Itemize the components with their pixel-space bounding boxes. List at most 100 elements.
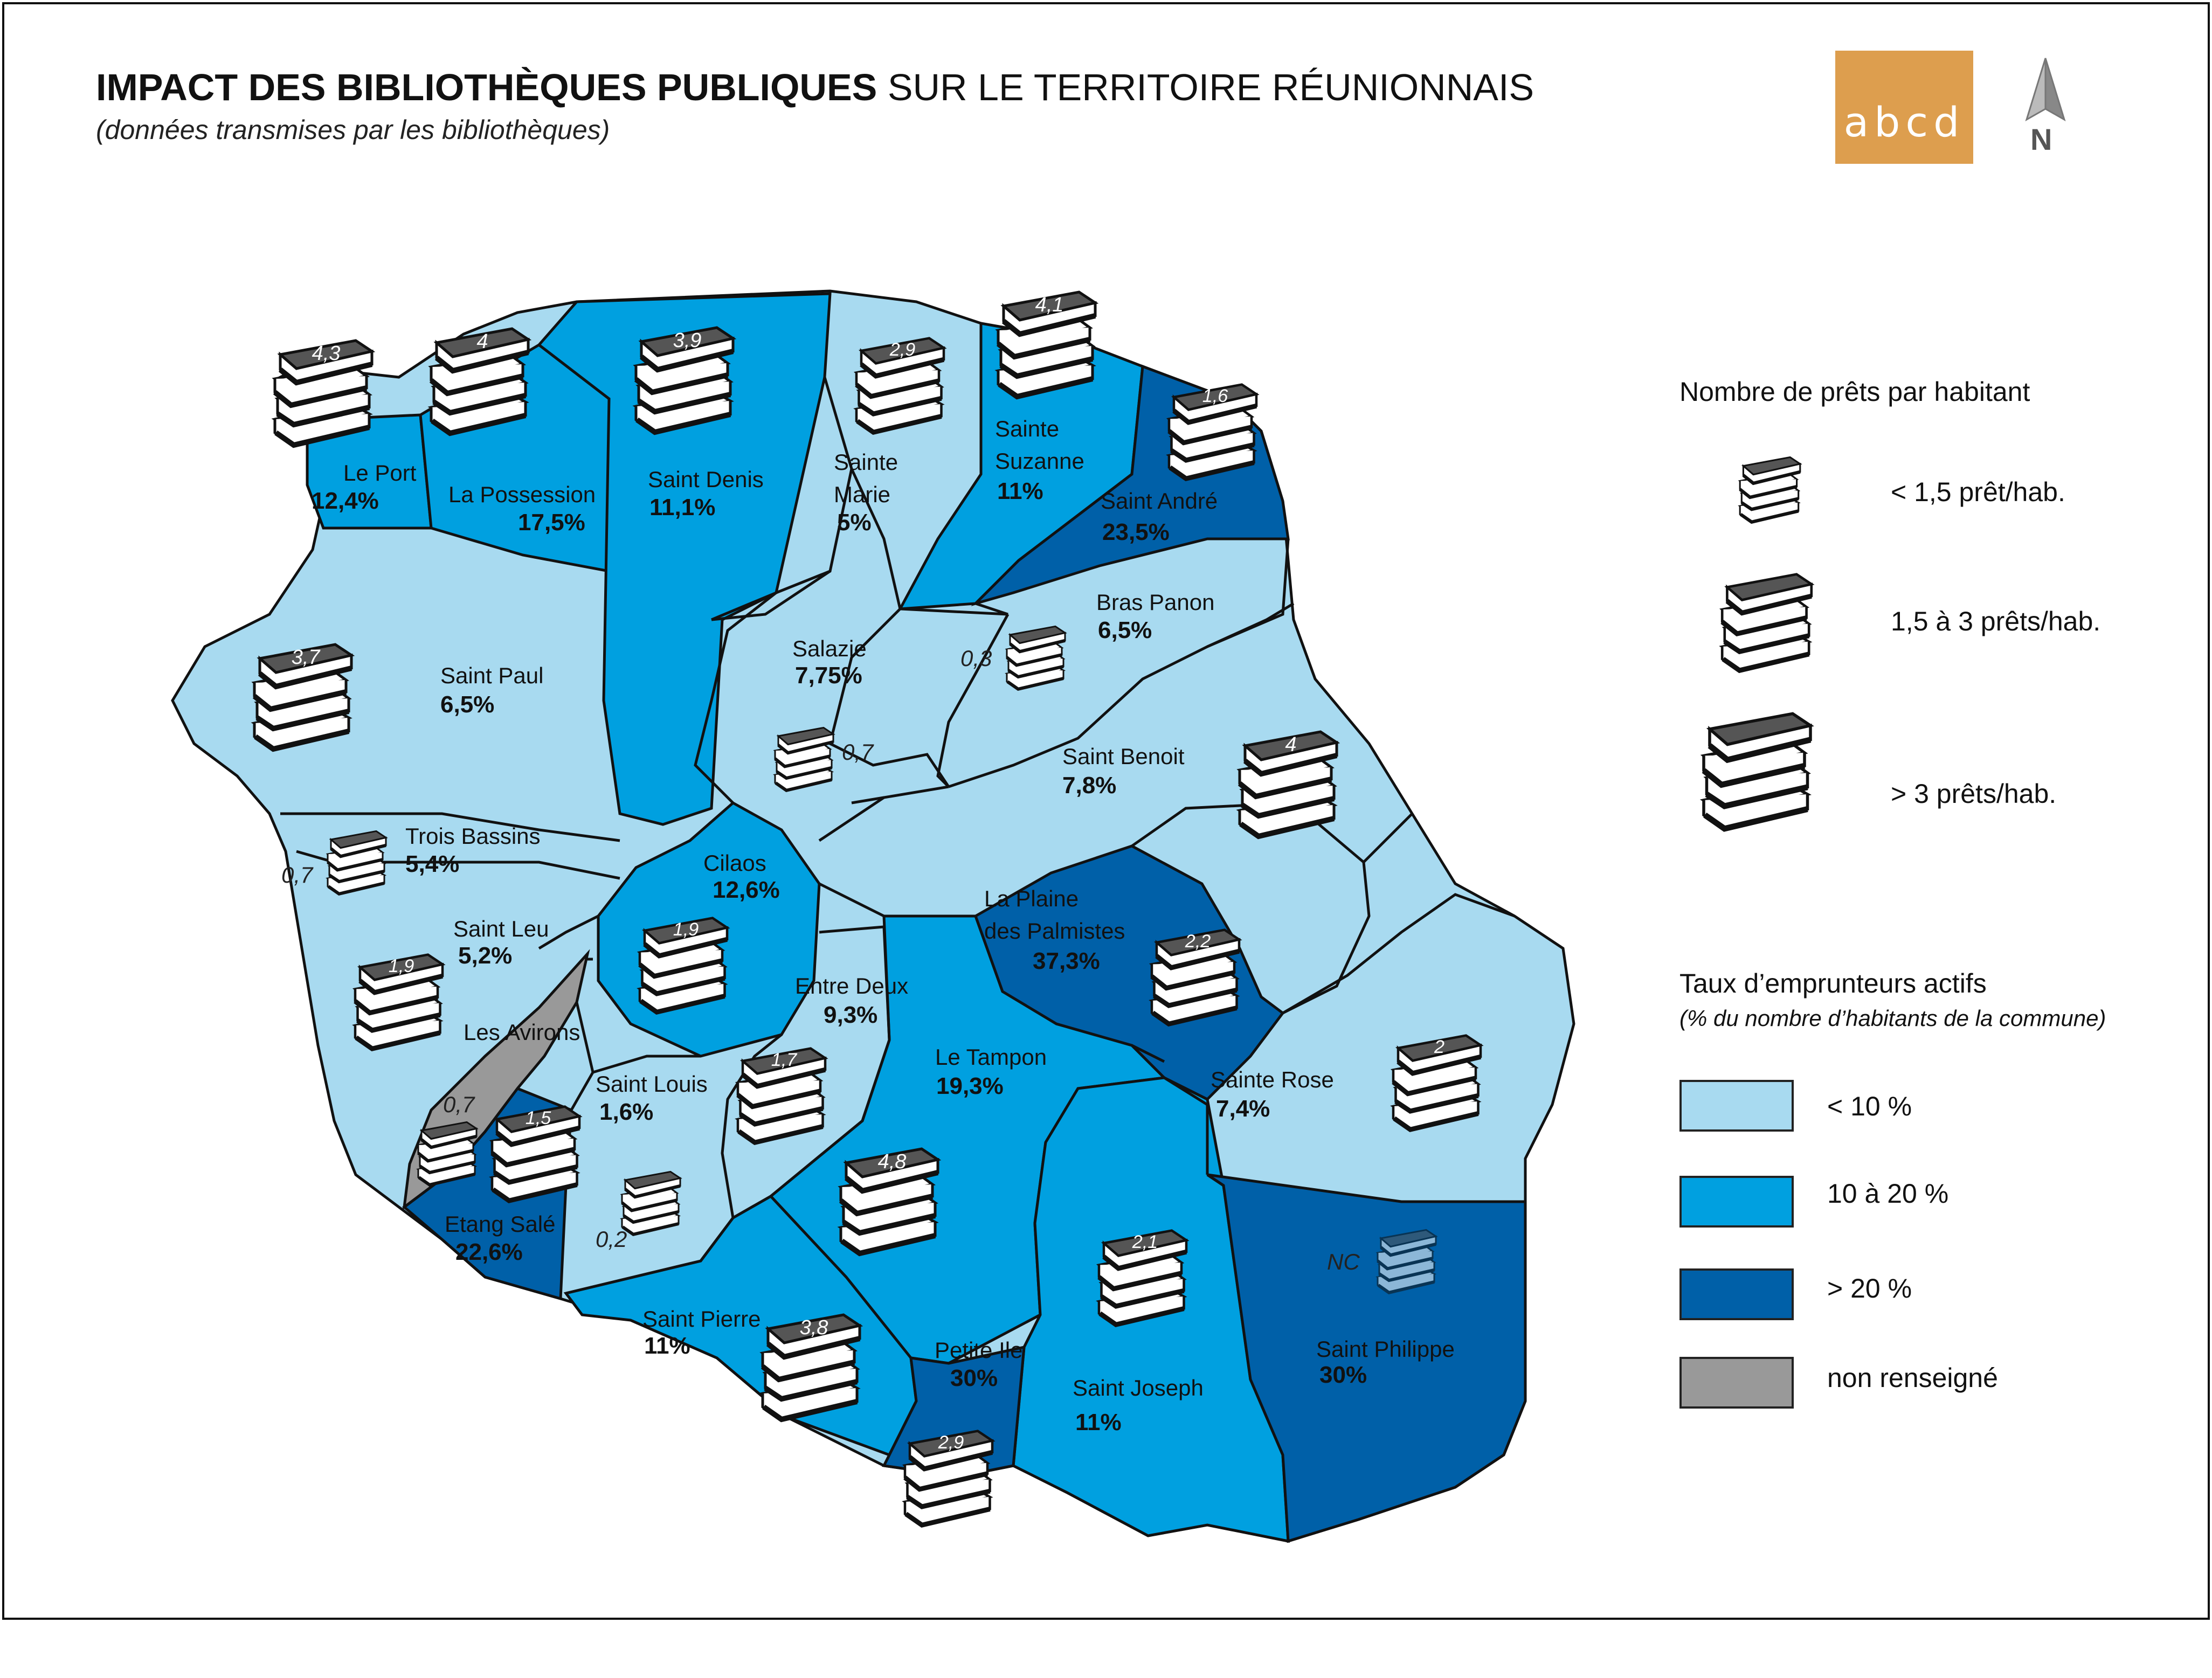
book-value-label: 1,5 bbox=[526, 1108, 552, 1128]
book-stack-salazie bbox=[775, 727, 833, 790]
legend-rate-title: Taux d’emprunteurs actifs bbox=[1679, 968, 1987, 999]
rate-saint-leu: 5,2% bbox=[458, 942, 513, 969]
legend-rate-medium-label: 10 à 20 % bbox=[1827, 1178, 1949, 1209]
label-saint-leu: Saint Leu bbox=[453, 916, 549, 941]
rate-la-plaine: 37,3% bbox=[1033, 948, 1100, 974]
label-plaine-1: La Plaine bbox=[984, 886, 1079, 911]
logo-text: abcd bbox=[1843, 98, 1965, 146]
legend-rate-none-label: non renseigné bbox=[1827, 1363, 1998, 1393]
commune-saint-philippe bbox=[1206, 1173, 1527, 1543]
book-stack-saint-philippe bbox=[1378, 1230, 1436, 1292]
label-sainte-suzanne-1: Sainte bbox=[995, 416, 1060, 441]
loans-salazie: 0,7 bbox=[842, 739, 874, 765]
label-petite-ile: Petite Ile bbox=[935, 1337, 1023, 1363]
rate-sainte-rose: 7,4% bbox=[1216, 1095, 1270, 1122]
loans-bras-panon: 0,3 bbox=[960, 646, 992, 671]
page-title: IMPACT DES BIBLIOTHÈQUES PUBLIQUES SUR L… bbox=[96, 66, 1534, 109]
book-stack-saint-andr-: 1,6 bbox=[1169, 385, 1256, 479]
legend-loans-large-label: > 3 prêts/hab. bbox=[1891, 779, 2057, 809]
rate-saint-andre: 23,5% bbox=[1102, 519, 1170, 545]
book-stack-entre-deux: 1,7 bbox=[738, 1049, 825, 1143]
label-bras-panon: Bras Panon bbox=[1096, 590, 1215, 615]
rate-saint-pierre: 11% bbox=[644, 1333, 690, 1359]
loan-book-stacks: 4,3 4 3,9 2,9 4,1 1,6 3,7 4 1,9 2,2 1,9 1,7 4,8 2 1,5 3… bbox=[254, 292, 1481, 1525]
rate-saint-louis: 1,6% bbox=[599, 1099, 654, 1125]
book-value-label: 2,9 bbox=[938, 1432, 964, 1453]
book-stack-bras-panon bbox=[1007, 626, 1065, 689]
book-stack-etang-sal-: 1,5 bbox=[492, 1107, 579, 1201]
label-trois-bassins: Trois Bassins bbox=[405, 823, 541, 849]
rate-saint-paul: 6,5% bbox=[440, 691, 495, 718]
loans-les-avirons: 0,7 bbox=[443, 1092, 475, 1117]
book-stack-sainte-rose: 2 bbox=[1393, 1036, 1481, 1130]
title-regular-part: SUR LE TERRITOIRE RÉUNIONNAIS bbox=[887, 66, 1534, 108]
rate-sainte-marie: 5% bbox=[837, 509, 872, 536]
legend-rate-dark-label: > 20 % bbox=[1827, 1273, 1912, 1303]
commune-la-plaine-des-palmistes bbox=[973, 844, 1285, 1101]
rate-cilaos: 12,6% bbox=[713, 877, 780, 903]
book-value-label: 2,2 bbox=[1185, 931, 1211, 952]
label-la-possession: La Possession bbox=[448, 482, 596, 507]
loans-saint-philippe: NC bbox=[1327, 1249, 1360, 1274]
label-saint-paul: Saint Paul bbox=[440, 663, 544, 688]
legend-swatch-none bbox=[1679, 1357, 1794, 1409]
legend-rate-subtitle: (% du nombre d’habitants de la commune) bbox=[1679, 1006, 2106, 1031]
legend-book-small bbox=[1740, 457, 1800, 522]
book-stack-saint-leu: 1,9 bbox=[355, 955, 443, 1049]
legend-swatch-dark bbox=[1679, 1268, 1794, 1320]
commune-boundaries bbox=[280, 377, 1515, 1295]
book-value-label: 1,7 bbox=[771, 1050, 798, 1070]
label-sainte-marie-1: Sainte bbox=[834, 449, 898, 475]
loans-saint-louis: 0,2 bbox=[596, 1226, 627, 1252]
book-stack-petite-ile: 2,9 bbox=[905, 1431, 992, 1526]
rate-saint-philippe: 30% bbox=[1319, 1362, 1367, 1388]
book-stack-le-port: 4,3 bbox=[275, 341, 372, 445]
book-value-label: 4,1 bbox=[1035, 294, 1064, 316]
rate-saint-benoit: 7,8% bbox=[1062, 772, 1117, 799]
book-value-label: 2,9 bbox=[889, 339, 916, 360]
rate-salazie: 7,75% bbox=[795, 662, 862, 689]
label-les-avirons: Les Avirons bbox=[464, 1020, 580, 1045]
book-value-label: 1,6 bbox=[1202, 386, 1229, 406]
book-value-label: 1,9 bbox=[389, 956, 414, 976]
book-stack-la-plaine-des-palmistes: 2,2 bbox=[1152, 930, 1239, 1024]
book-value-label: 2 bbox=[1434, 1037, 1444, 1057]
book-stack-saint-joseph: 2,1 bbox=[1099, 1231, 1186, 1325]
commune-le-port bbox=[306, 413, 433, 530]
page-subtitle: (données transmises par les bibliothèque… bbox=[96, 115, 610, 145]
rate-sainte-suzanne: 11% bbox=[997, 478, 1043, 504]
label-saint-benoit: Saint Benoit bbox=[1062, 744, 1185, 769]
book-value-label: 4 bbox=[476, 330, 488, 353]
rate-petite-ile: 30% bbox=[950, 1365, 998, 1391]
loans-trois-bassins: 0,7 bbox=[281, 862, 313, 887]
book-stack-trois-bassins bbox=[328, 831, 386, 893]
book-value-label: 3,9 bbox=[673, 329, 702, 352]
book-value-label: 1,9 bbox=[673, 919, 699, 940]
rate-le-port: 12,4% bbox=[312, 488, 379, 514]
label-saint-joseph: Saint Joseph bbox=[1073, 1375, 1204, 1400]
book-value-label: 4,8 bbox=[878, 1150, 907, 1173]
north-arrow-icon bbox=[2025, 58, 2066, 122]
label-saint-pierre: Saint Pierre bbox=[642, 1306, 761, 1332]
book-value-label: 4 bbox=[1285, 733, 1296, 756]
rate-trois-bassins: 5,4% bbox=[405, 851, 460, 877]
legend-loans-small-label: < 1,5 prêt/hab. bbox=[1891, 477, 2065, 507]
legend-swatch-medium bbox=[1679, 1176, 1794, 1228]
legend-rate-light-label: < 10 % bbox=[1827, 1091, 1912, 1121]
rate-le-tampon: 19,3% bbox=[936, 1073, 1004, 1099]
rate-entre-deux: 9,3% bbox=[824, 1002, 878, 1028]
title-bold-part: IMPACT DES BIBLIOTHÈQUES PUBLIQUES bbox=[96, 66, 877, 108]
label-etang-sale: Etang Salé bbox=[445, 1211, 556, 1237]
abcd-logo: abcd bbox=[1835, 51, 1973, 164]
book-stack-saint-denis: 3,9 bbox=[636, 328, 733, 432]
label-saint-louis: Saint Louis bbox=[596, 1071, 708, 1097]
book-value-label: 2,1 bbox=[1132, 1232, 1158, 1252]
book-stack-sainte-suzanne: 4,1 bbox=[998, 292, 1095, 397]
book-stack-saint-pierre: 3,8 bbox=[763, 1315, 860, 1419]
rate-la-possession: 17,5% bbox=[518, 509, 585, 536]
rate-bras-panon: 6,5% bbox=[1098, 617, 1152, 643]
label-saint-andre: Saint André bbox=[1101, 488, 1218, 514]
book-value-label: 4,3 bbox=[312, 342, 341, 365]
label-sainte-marie-2: Marie bbox=[834, 482, 891, 507]
label-salazie: Salazie bbox=[792, 636, 867, 661]
